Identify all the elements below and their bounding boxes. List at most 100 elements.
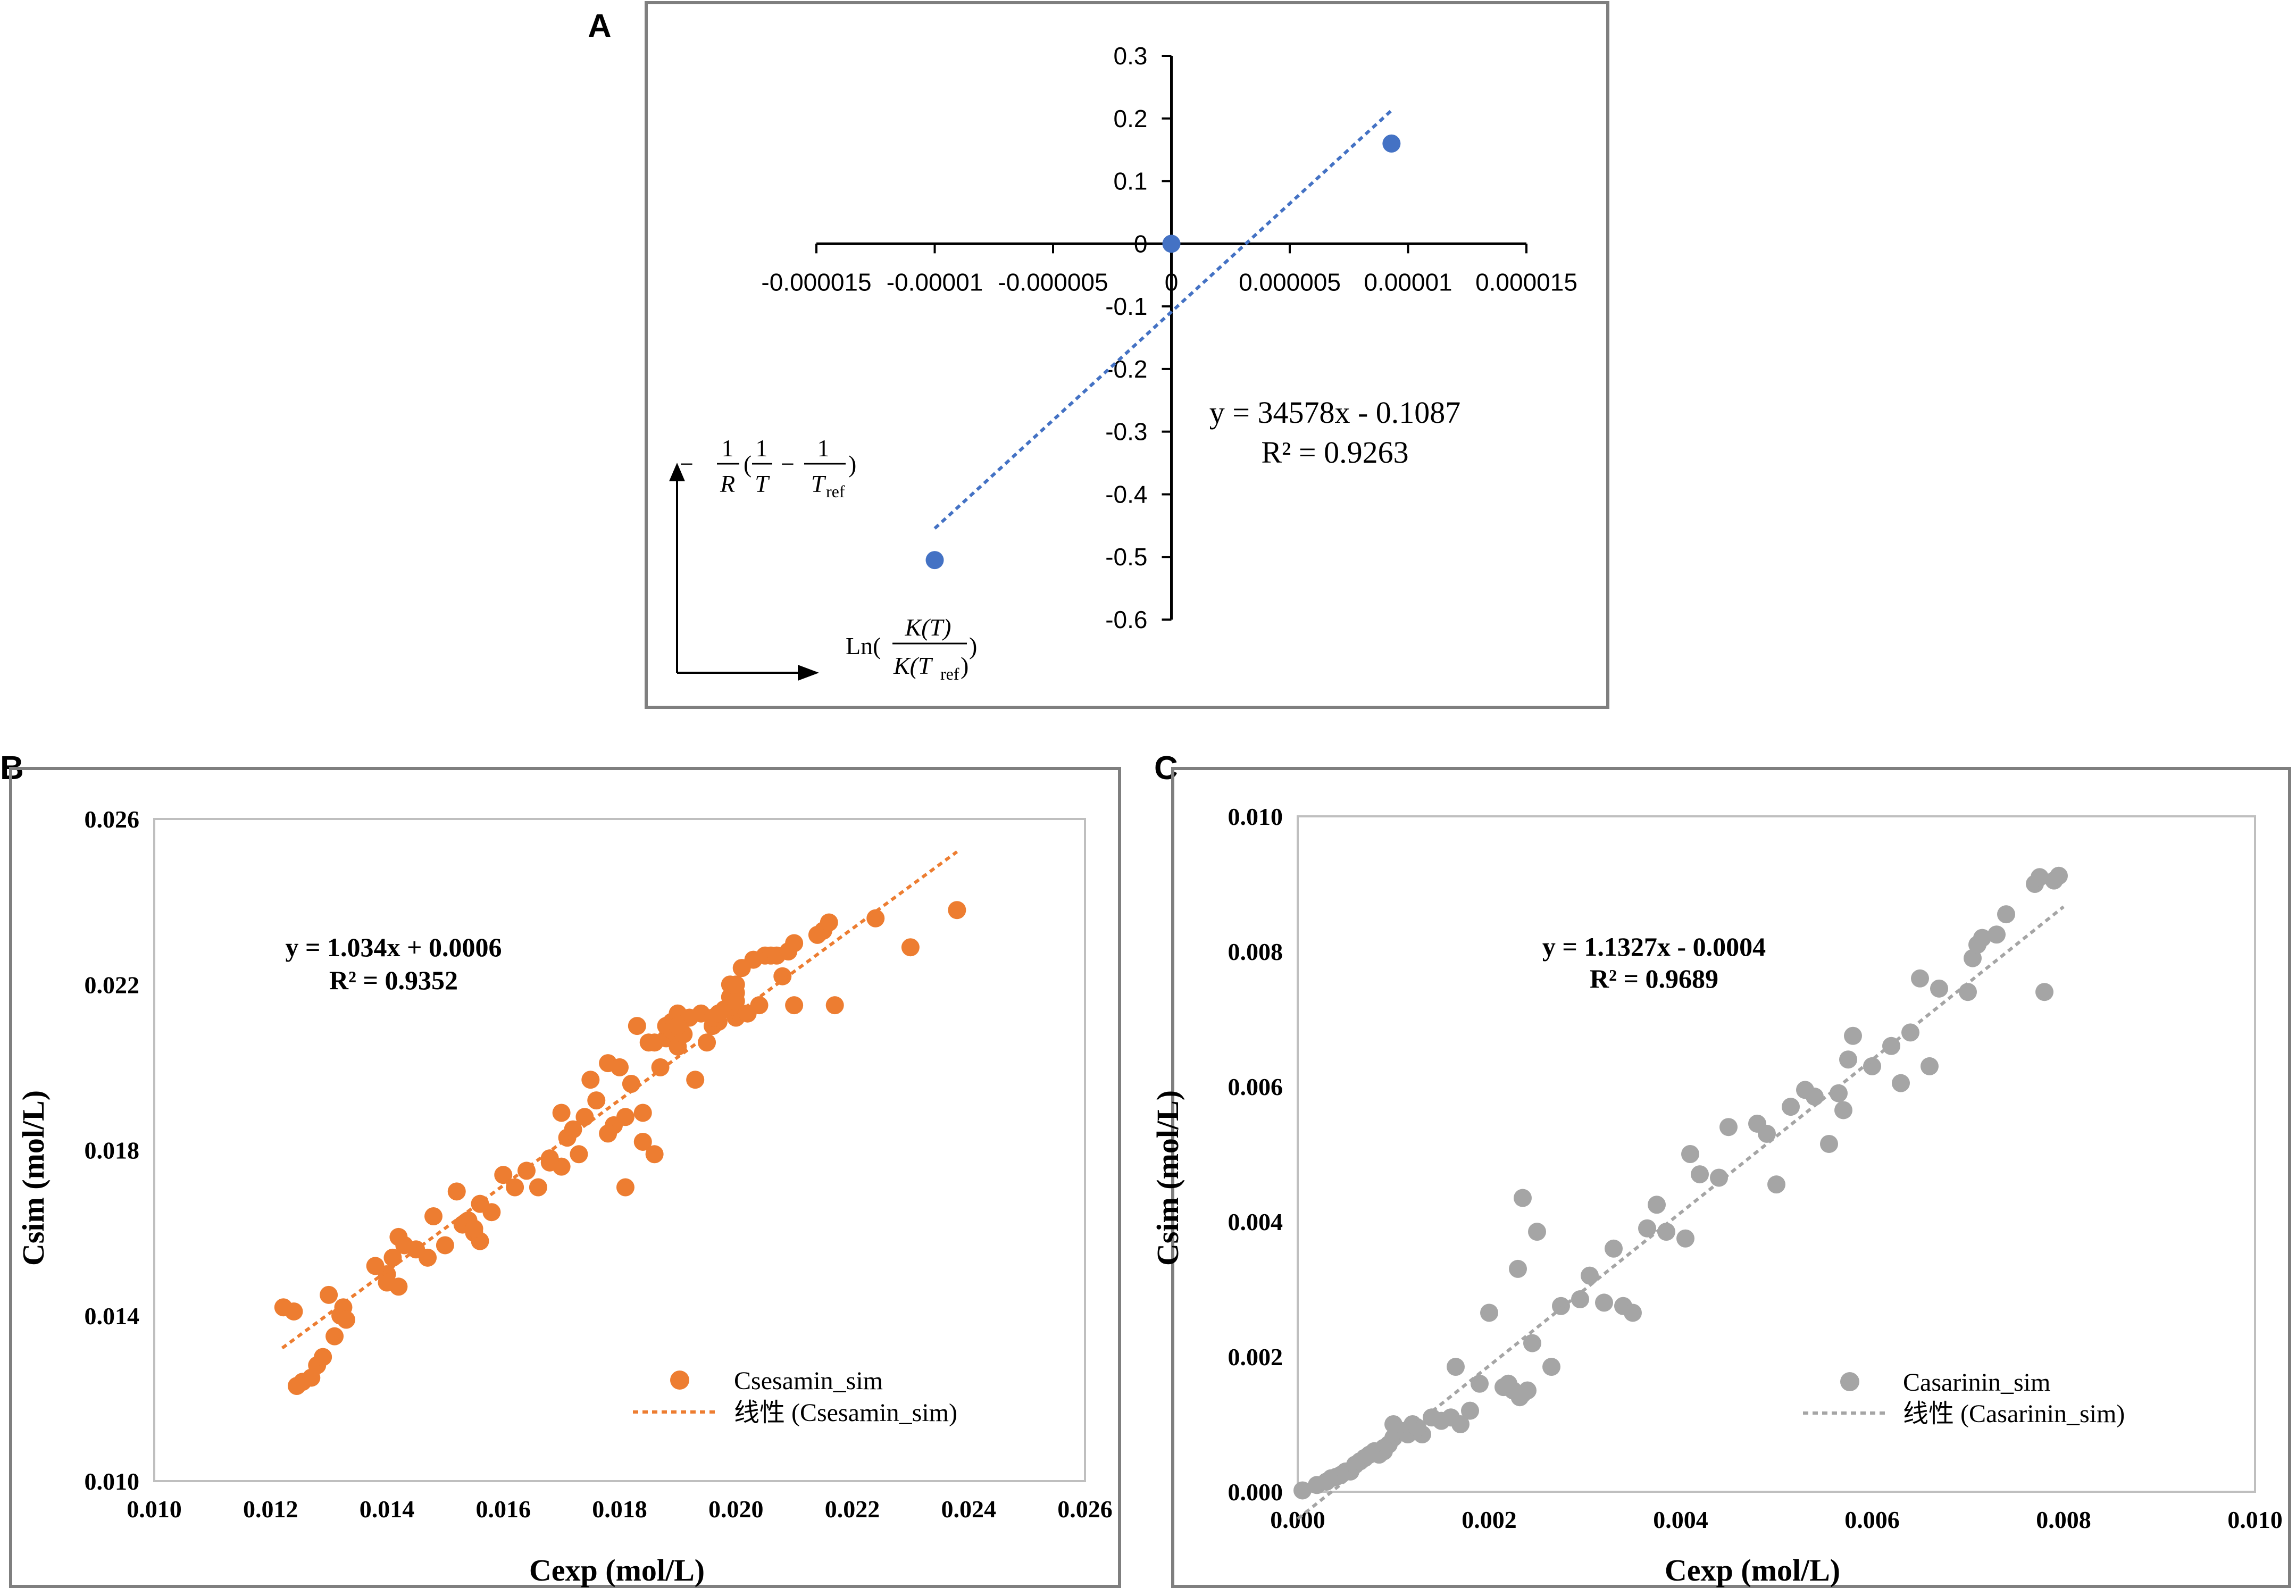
y-note-paren-open: ( (744, 450, 752, 478)
panel-b-plot-area (153, 818, 1086, 1482)
panel-c-point (1509, 1259, 1527, 1278)
panel-c-points (1293, 866, 2068, 1500)
y-note-tref-t: T (811, 470, 826, 497)
y-note-one-b: 1 (756, 434, 768, 462)
panel-b-point (820, 913, 838, 932)
panel-b-point (628, 1017, 646, 1035)
panel-c-point (1605, 1239, 1623, 1258)
panel-b-point (540, 1153, 559, 1172)
panel-c-y-label: Csim (mol/L) (1150, 1090, 1185, 1266)
panel-a-x-tick-label: 0.00001 (1364, 268, 1452, 296)
y-note-minus-b: − (781, 450, 795, 478)
panel-c-point (1911, 969, 1929, 988)
panel-c-point (1676, 1229, 1694, 1248)
panel-c-point (1782, 1098, 1800, 1116)
panel-b-point (575, 1108, 594, 1126)
panel-b-point (773, 967, 792, 985)
panel-b-x-tick-label: 0.022 (825, 1495, 880, 1523)
panel-c-point (1901, 1023, 1919, 1042)
panel-c-frame (1171, 767, 2291, 1588)
panel-b-point (494, 1166, 513, 1184)
panel-b-point (383, 1248, 402, 1267)
panel-c-plot-area (1297, 815, 2256, 1493)
y-note-one-c: 1 (817, 434, 830, 462)
panel-b-point (285, 1302, 303, 1321)
panel-a-equation: y = 34578x - 0.1087 (1209, 395, 1461, 430)
panel-b-point (320, 1285, 338, 1304)
panel-a-y-tick-label: -0.1 (1105, 293, 1147, 320)
panel-c-point (1346, 1456, 1364, 1474)
panel-c-point (1691, 1165, 1709, 1184)
panel-b-y-tick-label: 0.026 (85, 806, 140, 833)
panel-a-x-tick-label: -0.000005 (998, 268, 1108, 296)
panel-a-point (1162, 235, 1181, 253)
panel-a-points (925, 134, 1401, 570)
panel-b: B 0.010 0.012 0.014 0.016 0.018 0.020 0.022 0.0… (0, 750, 1121, 1588)
panel-a-y-tick-label: 0 (1134, 230, 1148, 257)
panel-c-point (1384, 1415, 1402, 1433)
panel-c-point (1542, 1358, 1560, 1376)
panel-c-x-label: Cexp (mol/L) (1665, 1553, 1840, 1587)
panel-c-y-tick-label: 0.010 (1228, 803, 1283, 830)
panel-c-x-tick-label: 0.000 (1270, 1506, 1325, 1533)
panel-a-y-tick-label: -0.3 (1105, 418, 1147, 446)
panel-c-point (1581, 1266, 1599, 1285)
panel-b-point (633, 1132, 652, 1151)
panel-c-point (1973, 929, 1991, 947)
panel-b-point (378, 1273, 396, 1292)
panel-b-point (581, 1071, 600, 1089)
panel-c-point (2050, 866, 2068, 885)
panel-c-point (1523, 1334, 1541, 1352)
x-note-den-close: ) (961, 652, 969, 679)
panel-b-legend-marker (670, 1371, 689, 1390)
panel-a-x-tick-label: -0.00001 (887, 268, 983, 296)
panel-c-point (1471, 1374, 1489, 1393)
panel-c-point (2035, 983, 2053, 1001)
panel-c: C 0.000 0.002 0.004 0.006 0.008 0.010 0.0000.… (1150, 750, 2291, 1588)
panel-c-legend-trend: 线性 (Casarinin_sim) (1903, 1400, 2125, 1428)
panel-a-point (1382, 134, 1401, 153)
panel-b-point (785, 996, 804, 1015)
panel-c-point (1844, 1026, 1862, 1045)
panel-c-point (1499, 1374, 1517, 1393)
panel-b-x-tick-label: 0.010 (127, 1495, 182, 1523)
panel-c-y-tick-label: 0.006 (1228, 1073, 1283, 1100)
panel-c-equation: y = 1.1327x - 0.0004 (1542, 932, 1766, 962)
panel-a-x-tick-label: 0.000015 (1475, 268, 1577, 296)
panel-c-trendline (1297, 905, 2065, 1520)
panel-b-x-tick-label: 0.016 (476, 1495, 531, 1523)
panel-c-x-tick-label: 0.010 (2227, 1506, 2283, 1533)
panel-b-point (424, 1207, 442, 1225)
panel-c-y-tick-label: 0.008 (1228, 938, 1283, 965)
panel-b-point (506, 1178, 524, 1197)
panel-a-x-ticks: -0.000015 -0.00001 -0.000005 0 0.000005 0.000… (761, 244, 1577, 296)
panel-b-legend: Csesamin_sim 线性 (Csesamin_sim) (633, 1367, 957, 1427)
panel-c-point (1552, 1297, 1570, 1315)
panel-a-x-tick-label: -0.000015 (761, 268, 871, 296)
panel-c-x-tick-label: 0.002 (1462, 1506, 1517, 1533)
panel-c-point (1514, 1384, 1532, 1403)
panel-b-legend-points: Csesamin_sim (734, 1367, 883, 1395)
panel-a-x-note: Ln( K(T) K(T ref ) ) (846, 614, 977, 683)
panel-a: A -0.000015 -0.00001 -0.000005 0 0.000005 0.0… (588, 1, 1609, 709)
panel-c-point (1806, 1088, 1824, 1106)
panel-c-point (1892, 1074, 1910, 1092)
y-note-one-a: 1 (722, 434, 734, 462)
panel-b-point (599, 1124, 617, 1143)
panel-c-legend-marker (1840, 1372, 1859, 1391)
panel-b-x-tick-label: 0.014 (360, 1495, 415, 1523)
panel-c-point (1988, 925, 2006, 944)
arrow-up-icon (669, 463, 685, 481)
panel-c-point (1997, 905, 2015, 924)
panel-b-point (552, 1104, 571, 1122)
panel-b-point (866, 909, 885, 927)
panel-b-point (686, 1071, 705, 1089)
panel-b-point (669, 1017, 687, 1035)
x-note-den: K(T (893, 652, 933, 679)
panel-b-y-label: Csim (mol/L) (16, 1090, 51, 1266)
panel-b-x-tick-label: 0.018 (592, 1495, 647, 1523)
panel-b-point (529, 1178, 547, 1197)
panel-c-point (1863, 1057, 1881, 1075)
panel-a-y-tick-label: -0.6 (1105, 606, 1147, 633)
panel-b-point (482, 1203, 501, 1222)
